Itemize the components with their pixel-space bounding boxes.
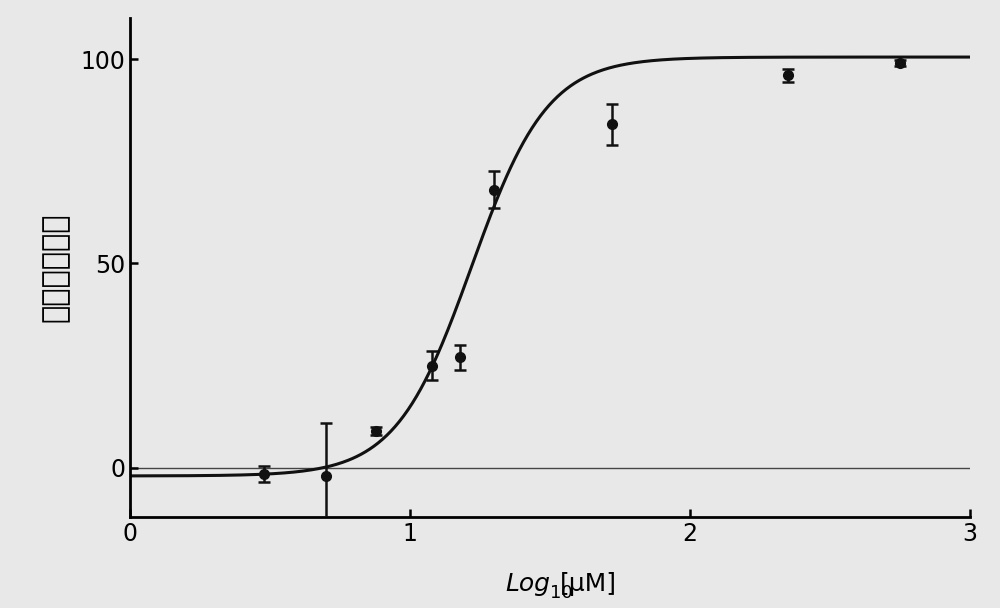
Text: [μM]: [μM] [560,572,617,596]
Text: Log: Log [505,572,550,596]
Text: 10: 10 [550,584,573,602]
Y-axis label: 抑制率（％）: 抑制率（％） [40,213,69,322]
